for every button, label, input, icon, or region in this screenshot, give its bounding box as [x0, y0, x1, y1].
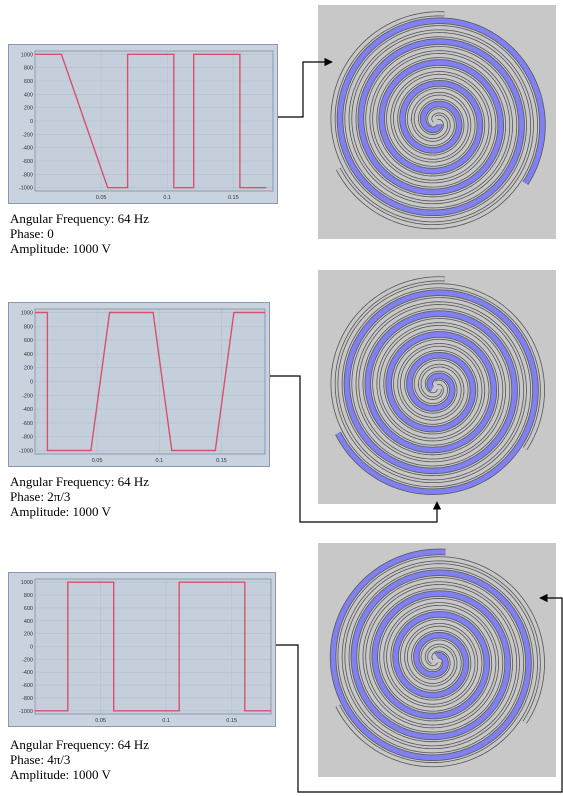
spiral-arm [336, 26, 538, 229]
x-tick-label: 0.1 [163, 195, 171, 201]
phase-label: Phase: 0 [10, 226, 54, 241]
y-tick-label: -400 [22, 146, 33, 152]
chart-svg: 1000 800 600 400 200 0 -200 -400 -600 -800 -1000 0.… [19, 50, 274, 201]
spiral-electrode-2 [318, 270, 556, 504]
amplitude-label: Amplitude: 1000 V [10, 504, 111, 519]
y-tick-label: 1000 [21, 580, 33, 586]
y-tick-label: -600 [22, 421, 33, 427]
frequency-label: Angular Frequency: 64 Hz [10, 474, 149, 489]
x-tick-label: 0.1 [155, 458, 163, 464]
spiral-arm [331, 12, 531, 222]
square-wave-line [35, 581, 271, 712]
x-tick-label: 0.05 [96, 195, 107, 201]
spiral-arm-active [337, 18, 545, 216]
caption-3: Angular Frequency: 64 Hz Phase: 4π/3 Amp… [10, 737, 149, 782]
y-tick-label: 600 [24, 79, 33, 85]
y-tick-label: 200 [24, 366, 33, 372]
y-tick-label: 0 [30, 645, 33, 651]
y-tick-label: 400 [24, 352, 33, 358]
y-tick-label: -200 [22, 132, 33, 138]
spiral-svg [330, 11, 546, 230]
y-tick-label: 1000 [21, 310, 33, 316]
amplitude-label: Amplitude: 1000 V [10, 767, 111, 782]
y-tick-label: 800 [24, 324, 33, 330]
y-tick-label: -600 [22, 159, 33, 165]
y-tick-label: -200 [22, 657, 33, 663]
x-tick-label: 0.15 [226, 718, 237, 724]
spiral-electrode-1 [318, 5, 556, 239]
spiral-svg [329, 548, 545, 768]
frequency-label: Angular Frequency: 64 Hz [10, 737, 149, 752]
chart-svg: 1000 800 600 400 200 0 -200 -400 -600 -800 -1000 0.… [19, 578, 272, 724]
voltage-chart-3: 1000 800 600 400 200 0 -200 -400 -600 -800 -1000 0.… [8, 572, 276, 727]
phase-label: Phase: 4π/3 [10, 752, 71, 767]
y-tick-label: 200 [24, 106, 33, 112]
plot-frame [34, 308, 266, 455]
y-tick-label: 1000 [21, 52, 33, 58]
x-tick-label: 0.15 [216, 458, 227, 464]
y-tick-label: 600 [24, 606, 33, 612]
square-wave-line [35, 53, 267, 189]
y-tick-label: 200 [24, 632, 33, 638]
caption-2: Angular Frequency: 64 Hz Phase: 2π/3 Amp… [10, 474, 149, 519]
x-tick-label: 0.1 [162, 718, 170, 724]
voltage-chart-2: 1000 800 600 400 200 0 -200 -400 -600 -800 -1000 0.… [8, 302, 270, 467]
y-tick-label: 400 [24, 619, 33, 625]
frequency-label: Angular Frequency: 64 Hz [10, 211, 149, 226]
spiral-electrode-3 [318, 543, 556, 777]
y-tick-label: 800 [24, 66, 33, 72]
y-tick-label: -400 [22, 407, 33, 413]
y-tick-label: -800 [22, 696, 33, 702]
x-tick-label: 0.05 [92, 458, 103, 464]
y-tick-label: -400 [22, 670, 33, 676]
amplitude-label: Amplitude: 1000 V [10, 241, 111, 256]
x-tick-label: 0.05 [95, 718, 106, 724]
y-tick-label: -600 [22, 683, 33, 689]
spiral-svg [330, 276, 545, 495]
y-tick-label: -1000 [19, 709, 33, 715]
plot-frame [34, 50, 274, 192]
y-tick-label: 600 [24, 338, 33, 344]
plot-frame [34, 578, 272, 715]
y-tick-label: 800 [24, 593, 33, 599]
voltage-chart-1: 1000 800 600 400 200 0 -200 -400 -600 -800 -1000 0.… [8, 44, 278, 204]
square-wave-line [35, 311, 265, 452]
x-tick-label: 0.15 [228, 195, 239, 201]
phase-label: Phase: 2π/3 [10, 489, 71, 504]
y-tick-label: -800 [22, 435, 33, 441]
y-tick-label: -800 [22, 172, 33, 178]
y-tick-label: -1000 [19, 449, 33, 455]
y-tick-label: 400 [24, 92, 33, 98]
y-tick-label: -200 [22, 393, 33, 399]
chart-svg: 1000 800 600 400 200 0 -200 -400 -600 -800 -1000 0.… [19, 308, 266, 464]
y-tick-label: 0 [30, 119, 33, 125]
y-tick-label: 0 [30, 380, 33, 386]
y-tick-label: -1000 [19, 186, 33, 192]
caption-1: Angular Frequency: 64 Hz Phase: 0 Amplit… [10, 211, 149, 256]
